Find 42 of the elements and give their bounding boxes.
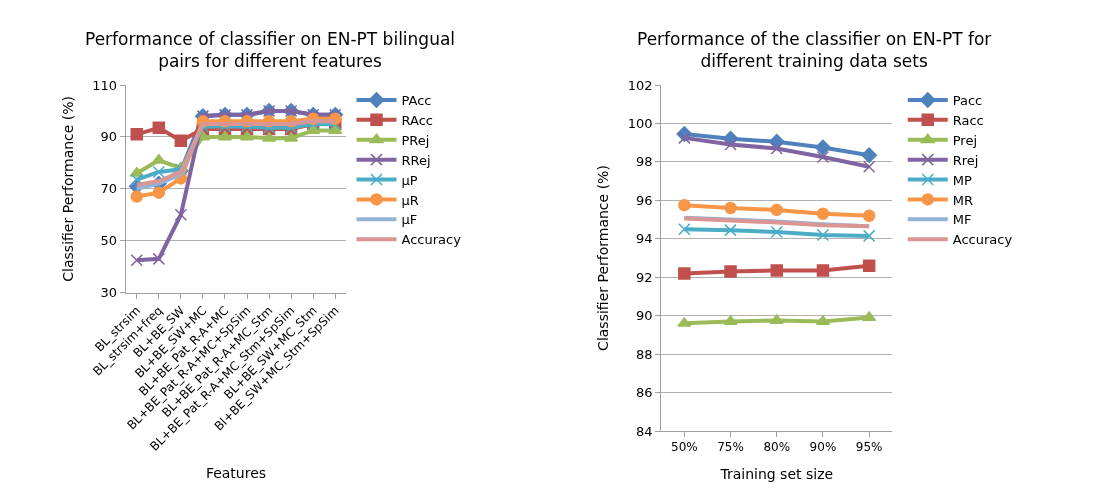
legend-label: Accuracy [401, 232, 462, 248]
legend-label: MF [952, 212, 972, 228]
legend-label: μR [401, 192, 419, 208]
x-tick-label: 75% [717, 440, 744, 455]
chart-title: Performance of the classifier on EN-PT for different training data sets [637, 29, 992, 72]
legend-label: PAcc [401, 93, 432, 109]
y-tick-label: 96 [636, 192, 653, 208]
y-tick-label: 90 [636, 308, 653, 324]
legend-label: MP [952, 172, 972, 188]
y-tick-label: 92 [636, 269, 653, 285]
legend-label: Accuracy [952, 232, 1013, 248]
y-tick-label: 110 [92, 77, 118, 93]
y-tick-label: 86 [636, 385, 653, 401]
y-tick-label: 30 [100, 285, 118, 301]
y-axis-title: Classifier Performance (%) [59, 95, 76, 282]
y-tick-label: 70 [100, 181, 118, 197]
x-tick-label: 95% [855, 440, 883, 455]
y-tick-label: 90 [100, 129, 118, 145]
y-tick-label: 98 [636, 154, 653, 170]
y-tick-label: 100 [627, 115, 653, 131]
legend-label: PRej [401, 132, 430, 148]
x-axis-title: Training set size [719, 465, 834, 482]
legend-label: Rrej [952, 152, 979, 168]
y-tick-label: 88 [636, 346, 653, 362]
legend-label: MR [952, 192, 973, 208]
x-tick-label: 50% [671, 440, 698, 455]
legend-label: Prej [952, 132, 978, 148]
legend-label: μP [401, 172, 418, 188]
y-axis-title: Classifier Performance (%) [595, 165, 612, 351]
y-tick-label: 94 [636, 231, 653, 247]
legend-label: Pacc [952, 93, 983, 109]
legend-label: RAcc [401, 112, 433, 128]
x-axis-title: Features [205, 464, 267, 481]
legend-label: Racc [952, 112, 984, 128]
x-tick-label: 80% [763, 440, 791, 455]
y-tick-label: 84 [636, 423, 653, 439]
legend-label: μF [401, 212, 418, 228]
legend-label: RRej [401, 152, 431, 168]
y-tick-label: 50 [100, 233, 118, 249]
x-tick-label: 90% [809, 440, 837, 455]
y-tick-label: 102 [627, 77, 653, 93]
chart-title: Performance of classifier on EN-PT bilingual pairs for different features [85, 29, 456, 72]
